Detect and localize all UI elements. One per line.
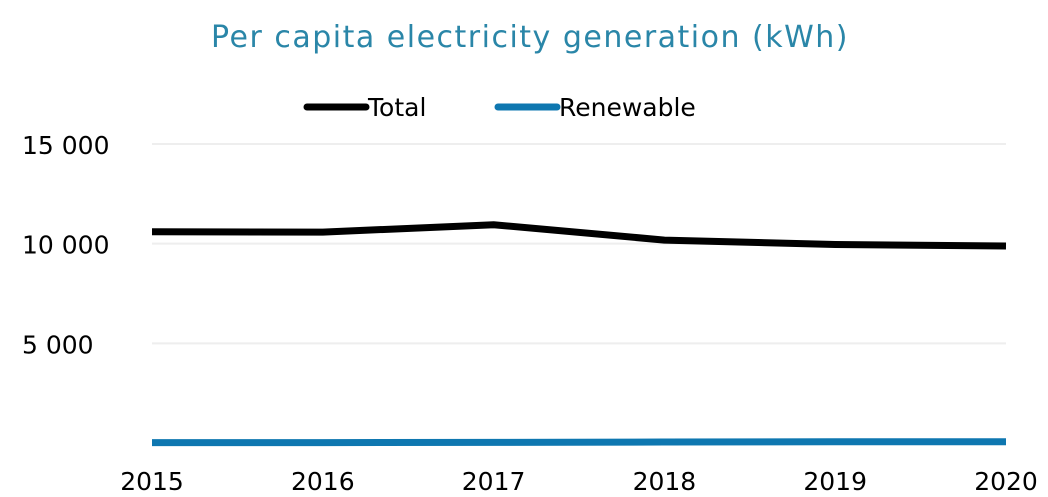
x-tick-label: 2019	[803, 467, 867, 496]
series-line-total	[151, 221, 1007, 250]
legend: Total Renewable	[303, 93, 696, 122]
x-axis-tick-labels: 2015 2016 2017 2018 2019 2020	[120, 467, 1038, 496]
series-lines	[151, 221, 1007, 447]
x-tick-label: 2017	[462, 467, 526, 496]
x-tick-label: 2015	[120, 467, 184, 496]
y-axis-tick-labels: 5 000 10 000 15 000	[22, 131, 109, 359]
x-tick-label: 2020	[974, 467, 1038, 496]
series-line-renewable	[152, 438, 1006, 447]
chart-title: Per capita electricity generation (kWh)	[211, 20, 849, 55]
y-tick-label: 5 000	[22, 330, 94, 359]
legend-label-total: Total	[367, 93, 426, 122]
y-tick-label: 15 000	[22, 131, 109, 160]
y-tick-label: 10 000	[22, 231, 109, 260]
x-tick-label: 2016	[291, 467, 355, 496]
x-tick-label: 2018	[633, 467, 697, 496]
legend-label-renewable: Renewable	[559, 93, 696, 122]
